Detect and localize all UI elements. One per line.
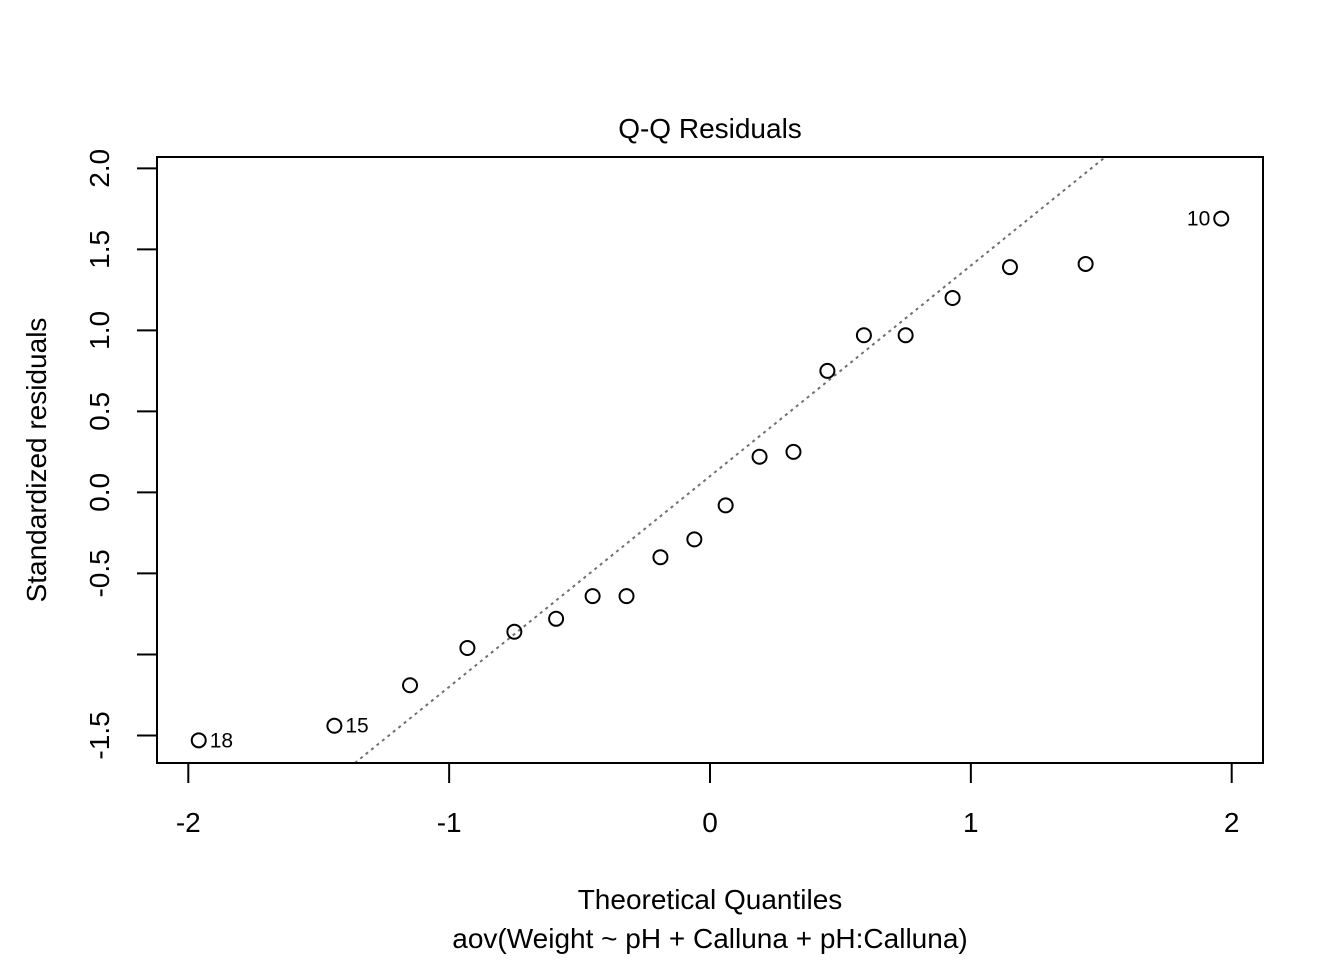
data-point (618, 588, 635, 605)
point-label: 10 (1187, 208, 1210, 231)
data-point (326, 717, 343, 734)
y-axis-label: Standardized residuals (21, 318, 52, 603)
data-point (190, 732, 207, 749)
data-point (785, 443, 802, 460)
y-tick-label: 1.0 (84, 311, 115, 350)
y-axis: -1.5 -0.5 0.0 0.5 1.0 1.5 2.0 (84, 149, 158, 760)
y-tick-label: 0.5 (84, 392, 115, 431)
x-tick-label: 0 (702, 807, 718, 838)
reference-line (354, 156, 1106, 764)
data-point (944, 289, 961, 306)
x-tick-label: -1 (437, 807, 462, 838)
chart-title: Q-Q Residuals (618, 113, 802, 144)
data-point (584, 588, 601, 605)
data-point (855, 327, 872, 344)
y-tick-label: -1.5 (84, 711, 115, 759)
data-point (402, 677, 419, 694)
x-tick-label: -2 (176, 807, 201, 838)
data-point (897, 327, 914, 344)
data-point (548, 610, 565, 627)
data-point (652, 549, 669, 566)
x-axis-label: Theoretical Quantiles (578, 884, 843, 915)
data-point (686, 531, 703, 548)
data-point (717, 497, 734, 514)
data-point (819, 362, 836, 379)
y-tick-label: 2.0 (84, 149, 115, 188)
y-tick-label: -0.5 (84, 549, 115, 597)
y-tick-label: 1.5 (84, 230, 115, 269)
data-point (459, 639, 476, 656)
data-point (1213, 210, 1230, 227)
data-point (506, 623, 523, 640)
chart-subtitle: aov(Weight ~ pH + Calluna + pH:Calluna) (452, 923, 967, 954)
point-label: 18 (210, 729, 233, 752)
data-point (1001, 259, 1018, 276)
data-point (1077, 255, 1094, 272)
data-point (751, 448, 768, 465)
x-tick-label: 2 (1224, 807, 1240, 838)
y-tick-label: 0.0 (84, 473, 115, 512)
point-label: 15 (345, 715, 368, 738)
plot-frame (156, 156, 1264, 764)
x-axis: -2 -1 0 1 2 (176, 762, 1240, 838)
x-tick-label: 1 (963, 807, 979, 838)
